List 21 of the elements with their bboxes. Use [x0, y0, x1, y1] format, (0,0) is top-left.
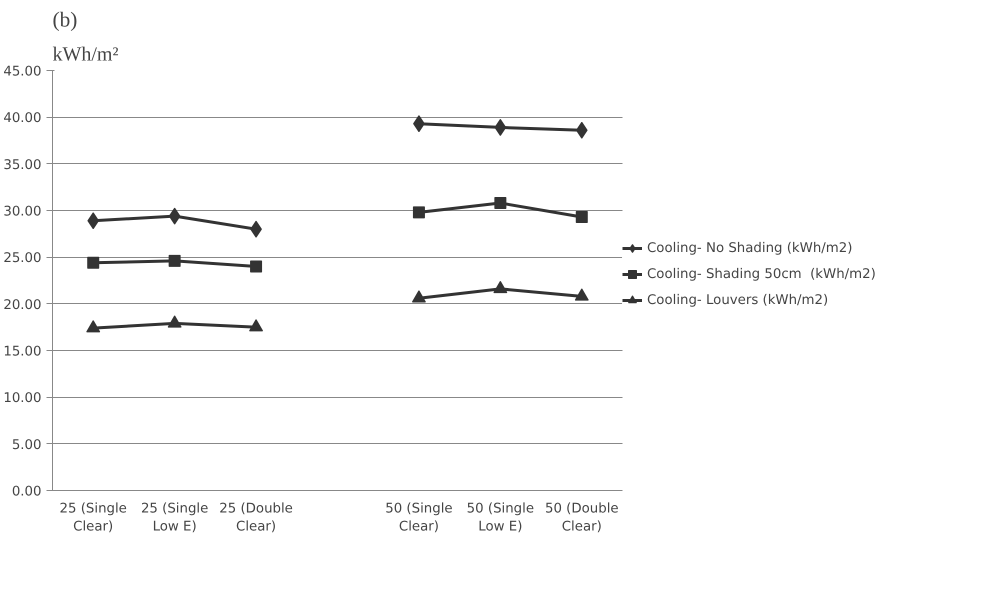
x-tick-label: 50 (Double Clear) [544, 502, 619, 534]
x-tick-label: 50 (Single Low E) [466, 502, 534, 534]
y-tick-label: 40.00 [3, 111, 42, 126]
legend-label: Cooling- Shading 50cm (kWh/m2) [647, 266, 876, 282]
y-tick-label: 25.00 [3, 251, 42, 266]
x-tick-label: 25 (Single Clear) [60, 502, 127, 534]
y-tick-label: 45.00 [3, 64, 42, 80]
x-tick-label: 25 (Double Clear) [219, 502, 293, 534]
y-tick-label: 30.00 [3, 204, 42, 220]
x-tick-label: 25 (Single Low E) [140, 502, 208, 534]
y-tick-label: 15.00 [3, 344, 42, 360]
y-tick-label: 35.00 [3, 158, 42, 173]
x-tick-label: 50 (Single Clear) [385, 502, 453, 534]
legend-label: Cooling- No Shading (kWh/m2) [647, 240, 852, 256]
y-tick-label: 10.00 [3, 391, 42, 406]
chart-title: (b) [52, 8, 78, 32]
y-tick-label: 20.00 [3, 298, 42, 313]
y-tick-label: 5.00 [12, 438, 42, 453]
y-tick-label: 0.00 [12, 484, 42, 500]
y-axis-title: kWh/m² [52, 44, 118, 66]
legend-label: Cooling- Louvers (kWh/m2) [647, 292, 828, 308]
